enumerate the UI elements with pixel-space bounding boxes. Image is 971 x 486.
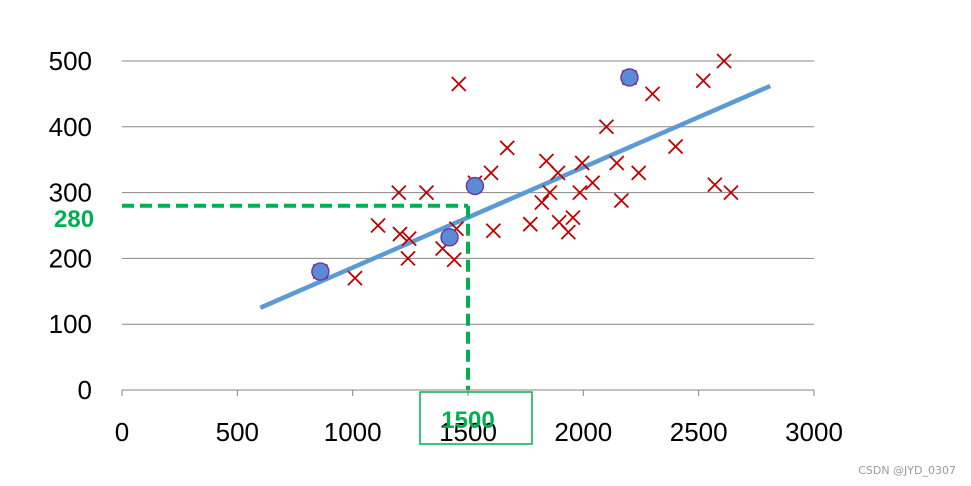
x-tick-label-0: 0: [115, 417, 129, 447]
x-marker-point: [631, 165, 647, 181]
x-marker-point: [538, 153, 555, 169]
annotation-guides: [122, 203, 470, 390]
x-marker-point: [584, 175, 601, 191]
x-marker-point: [451, 76, 467, 92]
x-marker-point: [499, 140, 515, 156]
y-tick-label-200: 200: [49, 243, 92, 273]
x-marker-point: [522, 216, 538, 232]
x-tick-label-1000: 1000: [324, 417, 382, 447]
x-tick-label-2500: 2500: [670, 417, 728, 447]
x-marker-point: [391, 184, 407, 201]
x-marker-point: [560, 224, 576, 240]
axes: [121, 389, 815, 396]
circle-marker-point: [620, 68, 639, 87]
x-marker-point: [572, 184, 588, 201]
x-annotation-label: 1500: [441, 407, 494, 434]
x-tick-label-1500: 1500: [439, 417, 497, 447]
x-marker-point: [716, 53, 732, 69]
x-marker-point: [667, 138, 684, 155]
y-tick-label-100: 100: [49, 309, 92, 339]
x-marker-point: [485, 223, 502, 239]
x-marker-point: [401, 231, 417, 247]
circle-marker-point: [465, 176, 485, 196]
fit-line-layer: [259, 83, 772, 310]
x-marker-point: [565, 209, 581, 226]
x-marker-point: [598, 119, 615, 135]
x-marker-point: [613, 192, 630, 209]
y-tick-label-500: 500: [49, 46, 92, 76]
x-marker-point: [707, 177, 723, 193]
x-annotation-box: [419, 391, 533, 445]
x-marker-point: [542, 184, 558, 201]
y-tick-label-400: 400: [49, 112, 92, 142]
x-tick-label-2000: 2000: [554, 417, 612, 447]
gridlines: [122, 60, 814, 325]
x-marker-point: [534, 194, 550, 211]
y-tick-label-300: 300: [49, 178, 92, 208]
x-marker-point: [392, 226, 408, 242]
x-tick-label-3000: 3000: [785, 417, 843, 447]
x-marker-point: [483, 165, 499, 181]
data-markers: [311, 53, 739, 286]
x-marker-point: [550, 165, 566, 181]
annotation-labels: 280 1500: [54, 206, 533, 445]
y-tick-label-0: 0: [78, 375, 92, 405]
y-annotation-label: 280: [54, 206, 94, 233]
tick-labels: 0 100 200 300 400 500 0 500 1000 1500 2000 2500 3000: [49, 46, 843, 447]
x-marker-point: [644, 86, 661, 102]
x-marker-point: [609, 155, 625, 171]
x-marker-point: [400, 250, 416, 267]
regression-fit-line: [259, 83, 772, 310]
x-marker-point: [418, 184, 435, 201]
x-marker-point: [574, 155, 590, 171]
circle-marker-point: [311, 262, 330, 281]
x-marker-point: [370, 217, 386, 234]
x-marker-point: [695, 73, 711, 89]
circle-marker-point: [440, 228, 459, 247]
x-tick-label-500: 500: [216, 417, 259, 447]
watermark-text: CSDN @JYD_0307: [858, 464, 956, 477]
x-marker-point: [723, 184, 739, 201]
x-marker-point: [446, 252, 462, 268]
x-marker-point: [347, 270, 363, 286]
